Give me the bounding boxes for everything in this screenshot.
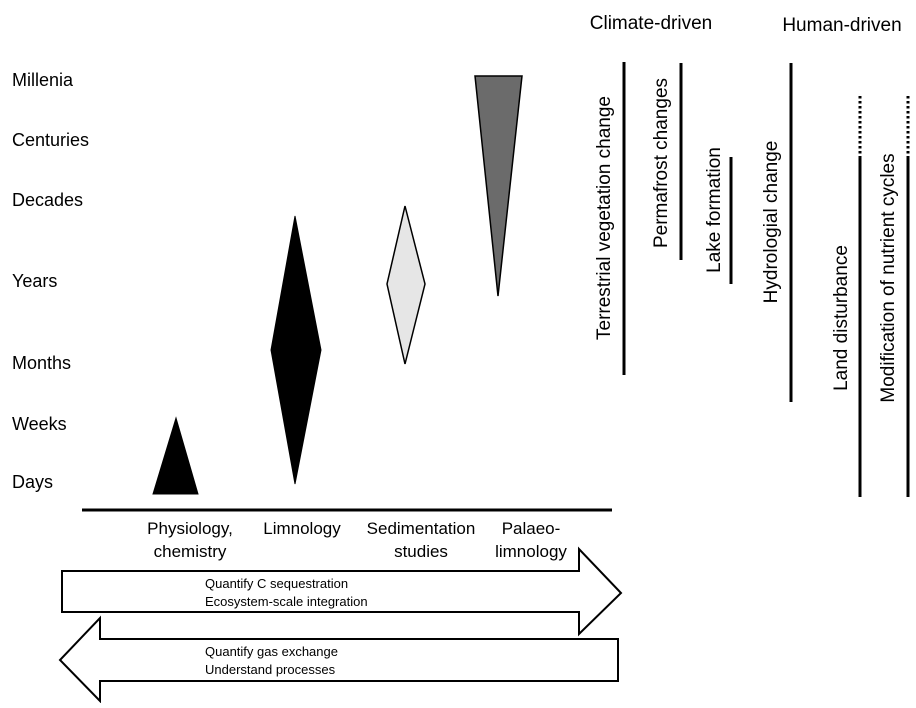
method-label-palaeo-line1: Palaeo- [502, 519, 561, 538]
arrow-right-text-line2: Ecosystem-scale integration [205, 594, 368, 609]
driver-labels: Terrestrial vegetation change Permafrost… [594, 78, 899, 403]
method-labels: Physiology, chemistry Limnology Sediment… [147, 519, 560, 561]
timescale-millenia: Millenia [12, 70, 74, 90]
timescale-decades: Decades [12, 190, 83, 210]
arrow-left-shape [58, 615, 619, 704]
arrow-right: limnology Quantify C sequestration Ecosy… [61, 542, 623, 637]
arrow-left-text-line1: Quantify gas exchange [205, 644, 338, 659]
method-label-sedimentation-line1: Sedimentation [367, 519, 476, 538]
driver-label-terrestrial-vegetation: Terrestrial vegetation change [594, 96, 615, 340]
timescale-days: Days [12, 472, 53, 492]
driver-bars-dotted [858, 96, 910, 157]
driver-label-nutrient-cycles: Modification of nutrient cycles [878, 153, 899, 402]
method-spans [152, 75, 523, 495]
sedimentation-span-diamond [386, 205, 426, 365]
method-label-palaeo-line2: limnology [495, 542, 567, 561]
method-label-physiology-line1: Physiology, [147, 519, 233, 538]
driver-label-land-disturbance: Land disturbance [831, 245, 852, 391]
method-label-limnology: Limnology [263, 519, 341, 538]
palaeolimnology-span-triangle [474, 75, 523, 297]
arrow-right-text-line1: Quantify C sequestration [205, 576, 348, 591]
timescale-centuries: Centuries [12, 130, 89, 150]
arrow-left: Quantify gas exchange Understand process… [58, 615, 619, 704]
group-header-climate: Climate-driven [590, 13, 712, 34]
arrow-left-text-line2: Understand processes [205, 662, 336, 677]
physiology-span-triangle [152, 416, 199, 495]
timescale-axis: Millenia Centuries Decades Years Months … [12, 70, 89, 492]
timescale-years: Years [12, 271, 57, 291]
driver-label-permafrost: Permafrost changes [651, 78, 672, 248]
arrow-right-shape [61, 546, 623, 637]
limnology-span-diamond [270, 215, 322, 485]
driver-label-hydrological: Hydrologial change [761, 141, 782, 304]
method-label-physiology-line2: chemistry [154, 542, 227, 561]
timescale-weeks: Weeks [12, 414, 67, 434]
timescale-months: Months [12, 353, 71, 373]
method-label-sedimentation-line2: studies [394, 542, 448, 561]
driver-bars [622, 62, 910, 497]
group-header-human: Human-driven [782, 15, 901, 36]
driver-label-lake-formation: Lake formation [704, 147, 725, 273]
